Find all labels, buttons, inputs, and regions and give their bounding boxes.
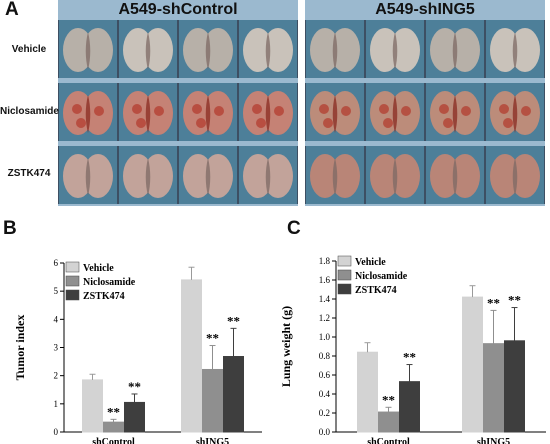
significance-marker: ** — [206, 331, 219, 346]
lung-photo — [366, 146, 424, 204]
lung-photo — [179, 20, 237, 78]
legend-swatch-niclosamide — [337, 269, 352, 281]
legend-label-niclosamide: Niclosamide — [355, 271, 408, 282]
row-label-niclosamide: Niclosamide — [0, 106, 59, 117]
panel-b-letter: B — [3, 218, 17, 239]
lung-photo — [486, 20, 544, 78]
lung-photo — [306, 146, 364, 204]
legend-swatch-vehicle — [65, 261, 80, 273]
row-label-vehicle: Vehicle — [11, 44, 47, 55]
significance-marker: ** — [227, 313, 240, 328]
panel-a-letter: A — [5, 0, 19, 20]
legend-label-zstk474: ZSTK474 — [355, 285, 397, 296]
y-tick-label: 1.8 — [319, 256, 331, 266]
significance-marker: ** — [382, 392, 395, 407]
bar-niclosamide-shcontrol — [378, 411, 399, 433]
legend-label-vehicle: Vehicle — [83, 263, 114, 274]
legend-swatch-zstk474 — [65, 289, 80, 301]
bar-zstk474-shing5 — [504, 340, 525, 433]
legend-label-niclosamide: Niclosamide — [83, 277, 136, 288]
lung-photo — [366, 83, 424, 141]
y-tick-label: 0.2 — [319, 408, 330, 418]
lung-photo — [119, 20, 177, 78]
y-tick-label: 0.6 — [319, 370, 331, 380]
y-tick-label: 1.2 — [319, 313, 330, 323]
y-tick-label: 0 — [54, 427, 59, 437]
bar-niclosamide-shing5 — [202, 368, 223, 433]
y-axis-label: Lung weight (g) — [279, 306, 293, 387]
lung-photo — [426, 20, 484, 78]
lung-photo — [119, 83, 177, 141]
y-tick-label: 4 — [54, 314, 59, 324]
bar-zstk474-shing5 — [223, 356, 244, 433]
x-tick-label-shcontrol: shControl — [367, 437, 410, 444]
y-tick-label: 1.0 — [319, 332, 331, 342]
y-tick-label: 2 — [54, 371, 59, 381]
legend-label-zstk474: ZSTK474 — [83, 291, 125, 302]
panel-c-letter: C — [287, 218, 301, 239]
bar-niclosamide-shing5 — [483, 343, 504, 433]
significance-marker: ** — [487, 295, 500, 310]
y-tick-label: 6 — [54, 258, 59, 268]
bar-vehicle-shcontrol — [357, 351, 378, 433]
lung-photo — [239, 83, 297, 141]
lung-photo — [179, 146, 237, 204]
y-tick-label: 1.4 — [319, 294, 331, 304]
y-axis-label: Tumor index — [13, 315, 27, 381]
lung-photo — [306, 20, 364, 78]
bar-vehicle-shing5 — [181, 279, 202, 433]
lung-photo — [179, 83, 237, 141]
y-tick-label: 0.4 — [319, 389, 331, 399]
lung-photo — [59, 83, 117, 141]
y-tick-label: 0.0 — [319, 427, 331, 437]
lung-photo — [239, 20, 297, 78]
row-label-zstk474: ZSTK474 — [7, 168, 51, 179]
lung-photo — [59, 146, 117, 204]
y-tick-label: 5 — [54, 286, 59, 296]
shing5-title: A549-shING5 — [375, 1, 475, 18]
lung-photo — [486, 83, 544, 141]
lung-photo — [239, 146, 297, 204]
y-tick-label: 1.6 — [319, 275, 331, 285]
x-tick-label-shing5: shING5 — [477, 437, 510, 444]
lung-photo — [366, 20, 424, 78]
tumor-index-chart: 0 1 2 3 4 5 6 Tumor index ** ** shControl ** ** shING… — [13, 258, 262, 444]
legend-swatch-vehicle — [337, 255, 352, 267]
legend-swatch-niclosamide — [65, 275, 80, 287]
legend-label-vehicle: Vehicle — [355, 257, 386, 268]
bar-niclosamide-shcontrol — [103, 421, 124, 433]
bar-zstk474-shcontrol — [399, 381, 420, 433]
significance-marker: ** — [403, 350, 416, 365]
lung-photo — [426, 83, 484, 141]
shcontrol-title: A549-shControl — [118, 1, 238, 18]
legend-swatch-zstk474 — [337, 283, 352, 295]
lung-photo — [486, 146, 544, 204]
significance-marker: ** — [128, 379, 141, 394]
x-tick-label-shcontrol: shControl — [92, 437, 135, 444]
significance-marker: ** — [508, 293, 521, 308]
lung-weight-chart: 0.0 0.2 0.4 0.6 0.8 1.0 1.2 1.4 1.6 1.8 Lung weigh… — [279, 255, 546, 444]
lung-photo — [119, 146, 177, 204]
lung-photo — [306, 83, 364, 141]
y-tick-label: 0.8 — [319, 351, 331, 361]
bar-vehicle-shcontrol — [82, 379, 103, 433]
bar-vehicle-shing5 — [462, 296, 483, 433]
bar-zstk474-shcontrol — [124, 401, 145, 433]
x-tick-label-shing5: shING5 — [196, 437, 229, 444]
y-tick-label: 3 — [54, 343, 59, 353]
lung-photo — [426, 146, 484, 204]
significance-marker: ** — [107, 404, 120, 419]
y-tick-label: 1 — [54, 399, 59, 409]
lung-photo — [59, 20, 117, 78]
